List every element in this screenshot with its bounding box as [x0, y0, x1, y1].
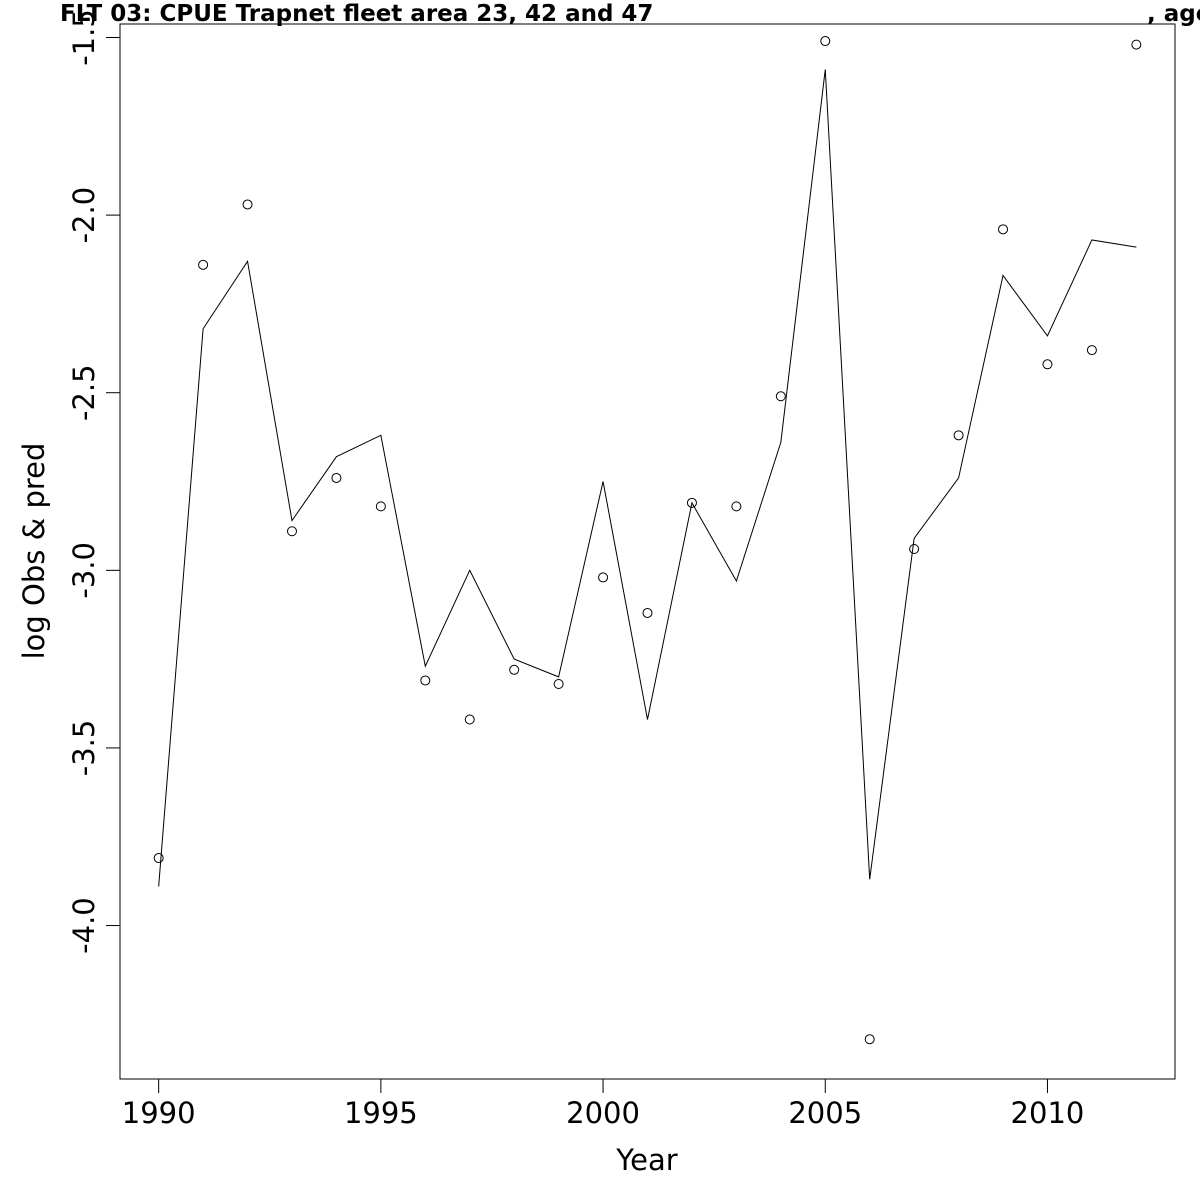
- observed-point: [509, 664, 520, 675]
- observed-point: [331, 472, 342, 483]
- y-tick-label: -4.0: [67, 897, 101, 954]
- observed-point: [553, 678, 564, 689]
- observed-point: [153, 853, 164, 864]
- observed-point: [820, 36, 831, 47]
- y-axis: -4.0 -3.5 -3.0 -2.5 -2.0 -1.5: [67, 9, 120, 954]
- observed-point: [420, 675, 431, 686]
- y-tick-label: -3.0: [67, 542, 101, 599]
- x-tick-label: 1990: [122, 1096, 196, 1130]
- x-tick-label: 1995: [344, 1096, 418, 1130]
- observed-point: [775, 391, 786, 402]
- observed-point: [1131, 39, 1142, 50]
- chart-title: FLT 03: CPUE Trapnet fleet area 23, 42 a…: [60, 1, 653, 27]
- observed-point: [953, 430, 964, 441]
- y-tick-label: -2.5: [67, 364, 101, 421]
- predicted-line: [158, 69, 1137, 887]
- observed-points: [153, 36, 1142, 1045]
- chart-title-suffix: , age: [1147, 1, 1200, 27]
- observed-point: [198, 259, 209, 270]
- observed-point: [686, 497, 697, 508]
- observed-point: [242, 199, 253, 210]
- observed-point: [909, 544, 920, 555]
- observed-point: [286, 526, 297, 537]
- observed-point: [598, 572, 609, 583]
- observed-point: [731, 501, 742, 512]
- x-tick-label: 2000: [566, 1096, 640, 1130]
- x-tick-label: 2010: [1011, 1096, 1085, 1130]
- x-tick-label: 2005: [788, 1096, 862, 1130]
- observed-point: [864, 1034, 875, 1045]
- observed-point: [642, 607, 653, 618]
- observed-point: [464, 714, 475, 725]
- y-tick-label: -2.0: [67, 187, 101, 244]
- y-axis-title: log Obs & pred: [17, 443, 51, 660]
- predicted-series-line: [158, 69, 1137, 887]
- observed-point: [998, 224, 1009, 235]
- y-tick-label: -1.5: [67, 9, 101, 66]
- observed-point: [375, 501, 386, 512]
- plot-frame: [119, 23, 1176, 1080]
- observed-point: [1086, 345, 1097, 356]
- x-axis: 1990 1995 2000 2005 2010: [122, 1079, 1085, 1130]
- x-axis-title: Year: [615, 1143, 677, 1177]
- y-tick-label: -3.5: [67, 720, 101, 777]
- observed-point: [1042, 359, 1053, 370]
